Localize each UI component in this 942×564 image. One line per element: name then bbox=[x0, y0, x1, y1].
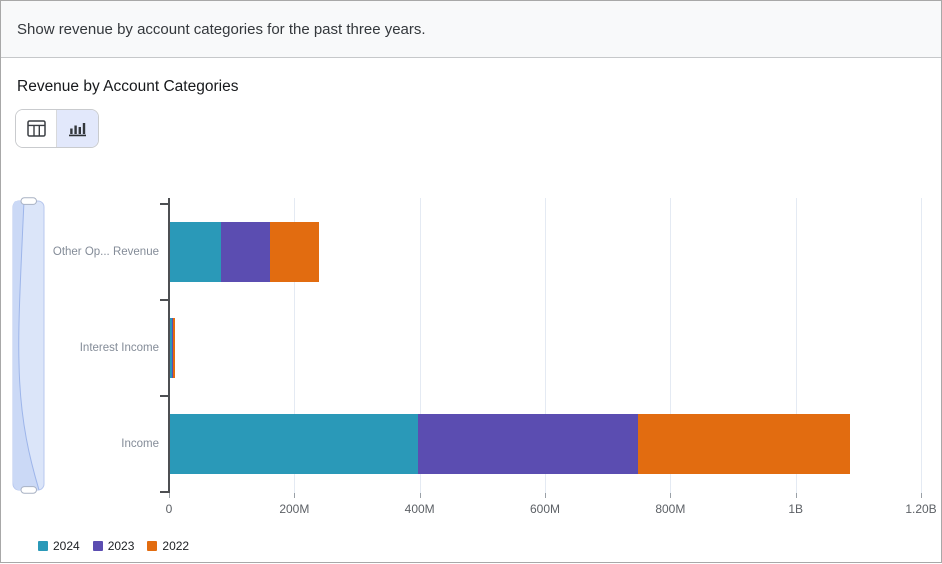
category-axis-line bbox=[168, 198, 170, 493]
gridline-200M bbox=[294, 198, 296, 493]
category-axis-tick bbox=[160, 203, 169, 205]
value-axis-label: 400M bbox=[404, 502, 435, 516]
query-text: Show revenue by account categories for t… bbox=[17, 20, 426, 38]
gridline-800M bbox=[670, 198, 672, 493]
legend-swatch-2022 bbox=[147, 541, 158, 551]
value-axis-label: 1.20B bbox=[905, 502, 937, 516]
value-axis-tick bbox=[795, 493, 797, 498]
scrollbar-preview-line bbox=[18, 200, 40, 491]
gridline-400M bbox=[419, 198, 421, 493]
query-bar: Show revenue by account categories for t… bbox=[1, 1, 941, 58]
scrollbar-bottom-grip[interactable] bbox=[20, 486, 37, 494]
category-axis-tick bbox=[160, 395, 169, 397]
value-axis-tick bbox=[545, 493, 546, 498]
legend-swatch-2024 bbox=[38, 541, 48, 551]
bar-segment-2024[interactable] bbox=[170, 318, 172, 378]
category-axis-tick bbox=[160, 491, 169, 493]
category-axis-tick bbox=[160, 299, 169, 301]
category-label: Interest Income bbox=[79, 342, 159, 354]
bar-segment-2023[interactable] bbox=[171, 318, 174, 378]
bar-segment-2024[interactable] bbox=[170, 414, 418, 474]
legend-swatch-2023 bbox=[92, 541, 103, 551]
value-axis-tick bbox=[169, 493, 170, 498]
gridline-1000M bbox=[795, 198, 797, 493]
bar-segment-2022[interactable] bbox=[173, 318, 175, 378]
chart-legend: 2024 2023 2022 bbox=[38, 539, 189, 553]
legend-label: 2022 bbox=[162, 539, 190, 553]
value-axis-tick bbox=[419, 493, 421, 498]
scrollbar-top-grip[interactable] bbox=[20, 197, 37, 205]
gridline-600M bbox=[545, 198, 546, 493]
table-view-button[interactable] bbox=[16, 110, 57, 147]
value-axis-tick bbox=[921, 493, 922, 498]
stacked-bar-chart: 0 200M 400M 600M 800M 1B 1.20B Other Op... Reve… bbox=[1, 191, 942, 564]
bar-segment-2023[interactable] bbox=[417, 414, 639, 474]
table-icon bbox=[26, 120, 46, 137]
value-axis-label: 0 bbox=[165, 502, 173, 516]
legend-item-2023[interactable]: 2023 bbox=[92, 539, 135, 553]
legend-label: 2023 bbox=[107, 539, 135, 553]
category-label: Income bbox=[121, 438, 159, 450]
panel-title: Revenue by Account Categories bbox=[17, 78, 239, 95]
bar-segment-2022[interactable] bbox=[270, 222, 320, 282]
bar-chart-icon bbox=[69, 123, 86, 137]
legend-item-2022[interactable]: 2022 bbox=[147, 539, 189, 553]
legend-label: 2024 bbox=[53, 539, 80, 553]
chart-view-button[interactable] bbox=[57, 110, 98, 147]
value-axis-label: 800M bbox=[655, 502, 686, 516]
legend-item-2024[interactable]: 2024 bbox=[38, 539, 80, 553]
bar-segment-2022[interactable] bbox=[638, 414, 850, 474]
value-axis-label: 1B bbox=[788, 502, 803, 516]
value-axis-tick bbox=[670, 493, 672, 498]
value-axis-tick bbox=[294, 493, 296, 498]
bar-segment-2024[interactable] bbox=[170, 222, 222, 282]
category-label: Other Op... Revenue bbox=[52, 246, 159, 258]
view-toggle bbox=[15, 109, 99, 148]
chart-vertical-scrollbar[interactable] bbox=[11, 197, 47, 494]
bar-segment-2023[interactable] bbox=[221, 222, 271, 282]
gridline-1200M bbox=[921, 198, 922, 493]
value-axis-label: 600M bbox=[529, 502, 561, 516]
value-axis-label: 200M bbox=[279, 502, 310, 516]
scrollbar-preview-area bbox=[13, 201, 39, 490]
